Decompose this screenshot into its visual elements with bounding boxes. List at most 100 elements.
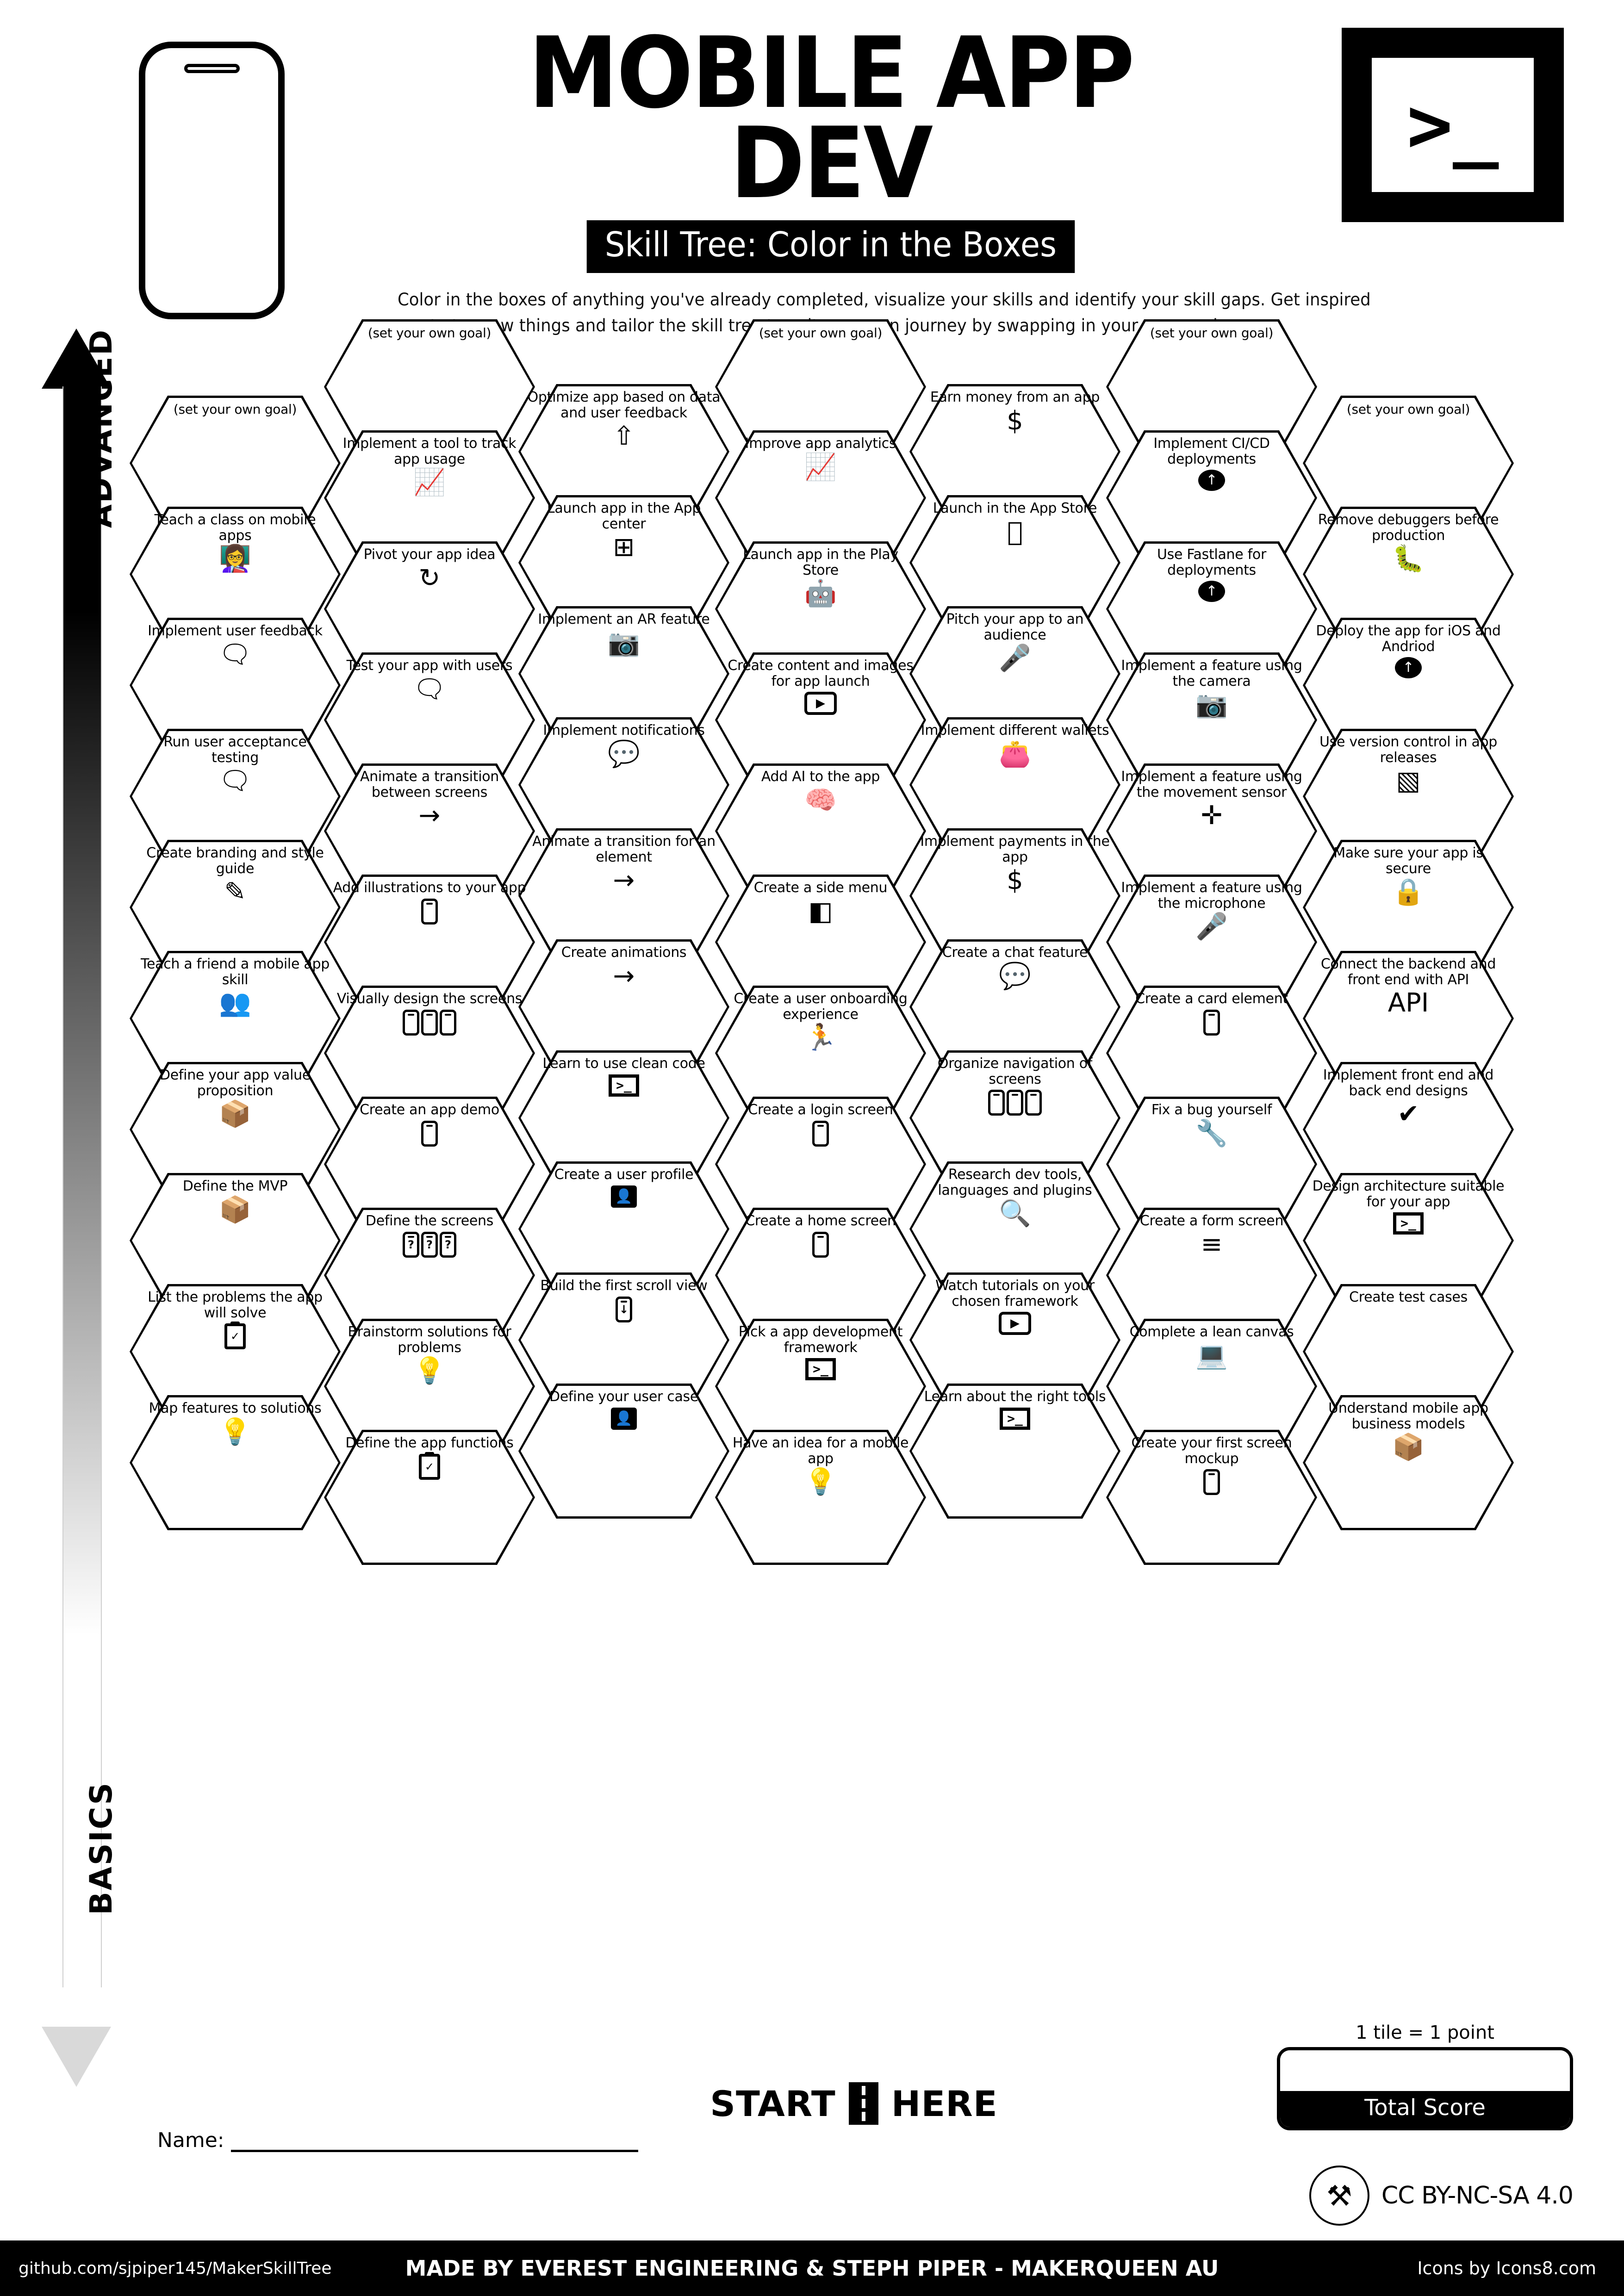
skill-tile[interactable]: Define the app functions ✓ [324, 1430, 535, 1565]
skill-tile[interactable]: Make sure your app is secure 🔒 [1303, 840, 1514, 975]
skill-tile[interactable]: Animate a transition between screens → [324, 763, 535, 899]
skill-tile[interactable]: Teach a friend a mobile app skill 👥 [130, 951, 341, 1086]
skill-tile[interactable]: Deploy the app for iOS and Andriod ↑ [1303, 618, 1514, 753]
skill-tile[interactable]: List the problems the app will solve ✓ [130, 1284, 341, 1419]
skill-tile[interactable]: Organize navigation of screens [909, 1050, 1120, 1185]
skill-tile[interactable]: Define your user case 👤 [518, 1384, 729, 1519]
screen-transition-icon: → [418, 800, 441, 831]
skill-tile[interactable]: Implement notifications 💬 [518, 717, 729, 852]
phone-outline-icon [139, 42, 285, 319]
skill-tile[interactable]: Connect the backend and front end with A… [1303, 951, 1514, 1086]
skill-tile[interactable]: Create branding and style guide ✎ [130, 840, 341, 975]
skill-tile[interactable]: Pitch your app to an audience 🎤 [909, 606, 1120, 741]
skill-tile[interactable]: Pivot your app idea ↻ [324, 541, 535, 676]
tile-label: Create a form screen [1139, 1213, 1284, 1229]
skill-tile[interactable]: Implement different wallets 👛 [909, 717, 1120, 852]
score-input-area[interactable] [1280, 2050, 1570, 2091]
skill-tile[interactable]: (set your own goal) [1303, 396, 1514, 531]
skill-tile[interactable]: Remove debuggers before production 🐛 [1303, 507, 1514, 642]
skill-tile[interactable]: (set your own goal) [1106, 319, 1317, 454]
skill-tile[interactable]: Brainstorm solutions for problems 💡 [324, 1319, 535, 1454]
tile-label: Implement payments in the app [920, 833, 1110, 865]
skill-tile[interactable]: Optimize app based on data and user feed… [518, 384, 729, 519]
skill-tile[interactable]: Build the first scroll view ↓ [518, 1272, 729, 1408]
skill-tile[interactable]: Implement an AR feature 📷 [518, 606, 729, 741]
skill-tile[interactable]: Implement CI/CD deployments ↑ [1106, 430, 1317, 565]
skill-tile[interactable]: Implement a feature using the camera 📷 [1106, 652, 1317, 788]
skill-tile[interactable]: Create a home screen [715, 1208, 926, 1343]
tile-content: Create a home screen [715, 1208, 926, 1343]
skill-tile[interactable]: Implement a feature using the movement s… [1106, 763, 1317, 899]
tile-content: Implement user feedback 🗨 [130, 618, 341, 753]
skill-tile[interactable]: Visually design the screens [324, 986, 535, 1121]
skill-tile[interactable]: Implement a tool to track app usage 📈 [324, 430, 535, 565]
skill-tile[interactable]: Use version control in app releases ▧ [1303, 729, 1514, 864]
skill-tile[interactable]: Create animations → [518, 939, 729, 1074]
skill-tile[interactable]: Launch app in the App center ⊞ [518, 495, 729, 630]
tile-label: Deploy the app for iOS and Andriod [1316, 623, 1501, 655]
skill-tile[interactable]: Launch in the App Store  [909, 495, 1120, 630]
skill-tile[interactable]: Animate a transition for an element → [518, 828, 729, 963]
skill-tile[interactable]: Learn to use clean code >_ [518, 1050, 729, 1185]
skill-tile[interactable]: Research dev tools, languages and plugin… [909, 1161, 1120, 1297]
skill-tile[interactable]: (set your own goal) [324, 319, 535, 454]
tile-label: Use version control in app releases [1319, 734, 1498, 766]
tile-content: Build the first scroll view ↓ [518, 1272, 729, 1408]
skill-tile[interactable]: Implement user feedback 🗨 [130, 618, 341, 753]
skill-tile[interactable]: Have an idea for a mobile app 💡 [715, 1430, 926, 1565]
skill-tile[interactable]: Earn money from an app $ [909, 384, 1120, 519]
skill-tile[interactable]: Complete a lean canvas 💻 [1106, 1319, 1317, 1454]
three-phone-question-icon: ??? [403, 1231, 456, 1258]
skill-tile[interactable]: Add illustrations to your app [324, 875, 535, 1010]
skill-tile[interactable]: Run user acceptance testing 🗨 [130, 729, 341, 864]
skill-tile[interactable]: Create content and images for app launch… [715, 652, 926, 788]
skill-tile[interactable]: Implement payments in the app $ [909, 828, 1120, 963]
skill-tile[interactable]: Understand mobile app business models 📦 [1303, 1395, 1514, 1530]
skill-tile[interactable]: Map features to solutions 💡 [130, 1395, 341, 1530]
skill-tile[interactable]: Teach a class on mobile apps 👩‍🏫 [130, 507, 341, 642]
skill-tile[interactable]: Create a login screen [715, 1097, 926, 1232]
tile-content: Implement a feature using the movement s… [1106, 763, 1317, 899]
skill-tile[interactable]: (set your own goal) [130, 396, 341, 531]
skill-tile[interactable]: Create a user profile 👤 [518, 1161, 729, 1297]
skill-tile[interactable]: Test your app with users 🗨 [324, 652, 535, 788]
skill-tile[interactable]: Watch tutorials on your chosen framework… [909, 1272, 1120, 1408]
android-icon: 🤖 [804, 578, 837, 609]
skill-tile[interactable]: Implement front end and back end designs… [1303, 1062, 1514, 1197]
skill-tile[interactable]: Create a chat feature 💬 [909, 939, 1120, 1074]
tile-content: Create a chat feature 💬 [909, 939, 1120, 1074]
footer-icons-credit[interactable]: Icons by Icons8.com [1417, 2258, 1596, 2278]
skill-tile[interactable]: Design architecture suitable for your ap… [1303, 1173, 1514, 1308]
footer-github-link[interactable]: github.com/sjpiper145/MakerSkillTree [19, 2259, 332, 2278]
skill-tile[interactable]: Add AI to the app 🧠 [715, 763, 926, 899]
tile-label: List the problems the app will solve [148, 1289, 323, 1321]
skill-tile[interactable]: Implement a feature using the microphone… [1106, 875, 1317, 1010]
skill-tile[interactable]: Use Fastlane for deployments ↑ [1106, 541, 1317, 676]
skill-tile[interactable]: Create your first screen mockup [1106, 1430, 1317, 1565]
skill-tile[interactable]: Define the MVP 📦 [130, 1173, 341, 1308]
skill-tile[interactable]: Create a form screen ≡ [1106, 1208, 1317, 1343]
podium-icon: 🎤 [999, 643, 1031, 674]
skill-tile[interactable]: Create a side menu ◧ [715, 875, 926, 1010]
user-profile-icon: 👤 [611, 1185, 637, 1208]
name-input-rule[interactable] [230, 2149, 638, 2152]
skill-tile[interactable]: Improve app analytics 📈 [715, 430, 926, 565]
tile-label: Implement a feature using the microphone [1121, 880, 1302, 912]
score-box[interactable]: Total Score [1277, 2047, 1573, 2130]
skill-tile[interactable]: Create an app demo [324, 1097, 535, 1232]
apple-icon:  [1007, 519, 1023, 545]
name-field[interactable]: Name: [157, 2128, 638, 2152]
skill-tile[interactable]: Define the screens??? [324, 1208, 535, 1343]
skill-tile[interactable]: Learn about the right tools >_ [909, 1384, 1120, 1519]
skill-tile[interactable]: Create a user onboarding experience 🏃 [715, 986, 926, 1121]
tile-label: Implement different wallets [921, 722, 1109, 738]
skill-tile[interactable]: Pick a app development framework >_ [715, 1319, 926, 1454]
skill-tile[interactable]: Define your app value proposition 📦 [130, 1062, 341, 1197]
skill-tile[interactable]: (set your own goal) [715, 319, 926, 454]
terminal-prompt-glyph: >_ [1406, 80, 1499, 169]
skill-tile[interactable]: Create a card element [1106, 986, 1317, 1121]
skill-tile[interactable]: Launch app in the Play Store 🤖 [715, 541, 926, 676]
skill-tile[interactable]: Fix a bug yourself 🔧 [1106, 1097, 1317, 1232]
skill-tile[interactable]: Create test cases [1303, 1284, 1514, 1419]
